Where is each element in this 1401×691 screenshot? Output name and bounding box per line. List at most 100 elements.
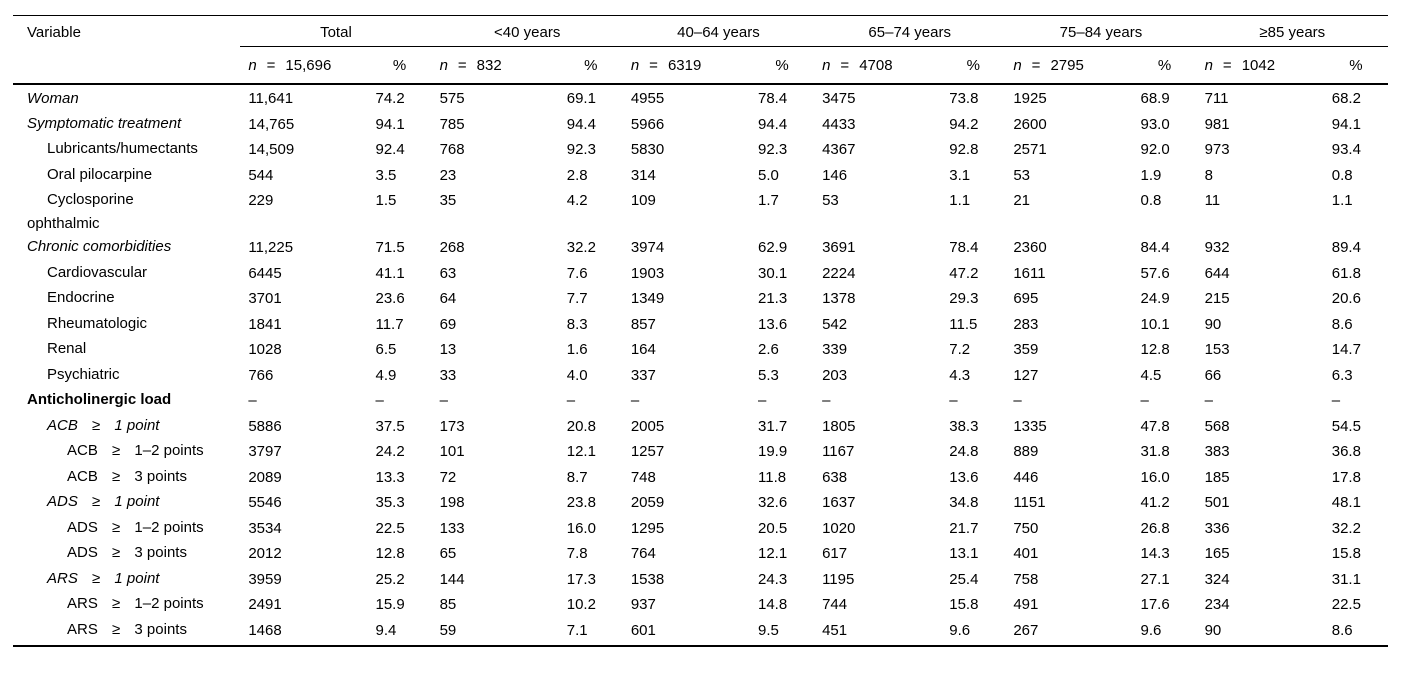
count-cell: 2224 [822, 264, 856, 282]
table-row: Oral pilocarpine 544 3.5 23 2.8 314 5.0 146 3.1 5… [13, 163, 1388, 189]
header-group-row: Variable Total <40 years 40–64 years 65–74 … [13, 15, 1388, 85]
column-group-header: 40–64 years [622, 15, 815, 47]
count-cell: 764 [630, 545, 656, 562]
count-cell: 53 [1013, 166, 1031, 184]
count-cell: 101 [439, 443, 465, 460]
percent-cell: 2.6 [758, 341, 779, 358]
row-label: Renal [47, 340, 87, 357]
percent-cell: 8.7 [566, 468, 588, 486]
percent-cell: 1.6 [566, 341, 588, 358]
count-cell: 617 [822, 545, 848, 562]
percent-cell: 24.2 [375, 443, 405, 460]
percent-cell: 20.5 [758, 519, 788, 537]
count-cell: 337 [630, 366, 656, 384]
row-label: Cyclosporine ophthalmic [27, 191, 134, 232]
percent-cell: 25.2 [375, 570, 405, 588]
percent-cell: 24.8 [949, 443, 979, 460]
count-cell: 3974 [630, 239, 665, 256]
count-cell: 23 [439, 166, 457, 184]
table-row: Renal 1028 6.5 13 1.6 164 2.6 339 7.2 359 12.8 153 1… [13, 337, 1388, 363]
row-label: Woman [27, 90, 79, 107]
percent-cell: 24.9 [1140, 290, 1170, 307]
percent-cell: 2.8 [566, 166, 588, 184]
count-cell: 198 [439, 494, 465, 511]
count-cell: 314 [630, 166, 656, 184]
percent-cell: 8.3 [566, 315, 588, 333]
percent-cell: 92.3 [566, 141, 596, 158]
count-cell: 644 [1204, 264, 1230, 282]
percent-cell: 94.1 [1331, 115, 1361, 133]
percent-cell: 47.8 [1140, 417, 1170, 435]
count-cell: 90 [1196, 617, 1324, 647]
count-cell: 85 [439, 596, 457, 613]
percent-cell: 23.6 [375, 290, 405, 307]
percent-cell: 73.8 [949, 90, 979, 107]
count-cell: 491 [1013, 596, 1039, 613]
count-cell: 2059 [630, 494, 665, 511]
count-cell: 744 [822, 596, 848, 613]
percent-cell: 6.3 [1331, 366, 1353, 384]
percent-cell: 1.1 [949, 192, 971, 209]
count-cell: 72 [439, 468, 457, 486]
percent-cell: – [375, 392, 384, 409]
percent-cell: 9.6 [941, 617, 1006, 647]
count-cell: 1468 [240, 617, 368, 647]
percent-cell: 4.5 [1140, 366, 1162, 384]
count-cell: 446 [1013, 468, 1039, 486]
n-count-header: n = 15,696 [240, 46, 368, 85]
n-count-header: n = 1042 [1196, 46, 1324, 85]
percent-cell: 20.6 [1331, 290, 1361, 307]
percent-cell: 94.4 [566, 115, 596, 133]
count-cell: – [1204, 392, 1213, 409]
percent-cell: 92.3 [758, 141, 788, 158]
percent-header: % [1323, 46, 1388, 85]
count-cell: 59 [431, 617, 559, 647]
percent-cell: 78.4 [758, 90, 788, 107]
percent-cell: 32.2 [566, 239, 596, 256]
count-cell: 544 [248, 166, 274, 184]
count-cell: 90 [1204, 315, 1222, 333]
count-cell: 711 [1204, 90, 1229, 107]
percent-cell: 25.4 [949, 570, 979, 588]
n-count-header: n = 6319 [622, 46, 750, 85]
count-cell: 1611 [1013, 264, 1046, 282]
percent-cell: 29.3 [949, 290, 979, 307]
percent-cell: 16.0 [566, 519, 596, 537]
count-cell: 267 [1005, 617, 1133, 647]
percent-cell: 13.6 [758, 315, 788, 333]
table-row: ACB ≥ 1 point 5886 37.5 173 20.8 2005 31.7 1805… [13, 414, 1388, 440]
percent-cell: 11.5 [949, 315, 978, 333]
percent-cell: 1.9 [1140, 166, 1162, 184]
percent-cell: 61.8 [1331, 264, 1361, 282]
percent-cell: 94.4 [758, 115, 788, 133]
percent-cell: 57.6 [1140, 264, 1170, 282]
count-cell: 2012 [248, 545, 282, 562]
row-label: Symptomatic treatment [27, 114, 182, 132]
count-cell: 2600 [1013, 115, 1047, 133]
row-label: Lubricants/humectants [47, 140, 198, 157]
count-cell: 8 [1204, 166, 1213, 184]
percent-cell: 7.2 [949, 341, 971, 358]
row-label: Endocrine [47, 289, 115, 306]
count-cell: 53 [822, 192, 839, 209]
column-group-header: 65–74 years [814, 15, 1006, 47]
percent-cell: 30.1 [758, 264, 788, 282]
count-cell: 153 [1204, 341, 1230, 358]
percent-cell: 31.7 [758, 417, 788, 435]
percent-cell: 93.4 [1331, 141, 1361, 158]
percent-cell: – [566, 392, 576, 409]
count-cell: 127 [1013, 366, 1039, 384]
percent-cell: 15.8 [949, 596, 979, 613]
percent-cell: 22.5 [1331, 596, 1361, 613]
count-cell: 11,225 [248, 239, 294, 256]
count-cell: 14,765 [248, 115, 295, 133]
percent-cell: 68.2 [1331, 90, 1361, 107]
count-cell: 857 [630, 315, 656, 333]
percent-cell: 12.8 [1140, 341, 1170, 358]
count-cell: 63 [439, 264, 457, 282]
row-label: ARS ≥ 1–2 points [67, 595, 204, 612]
percent-cell: 41.2 [1140, 494, 1170, 511]
percent-cell: 7.6 [566, 264, 588, 282]
count-cell: 1637 [822, 494, 856, 511]
percent-cell: 11.7 [375, 315, 404, 333]
